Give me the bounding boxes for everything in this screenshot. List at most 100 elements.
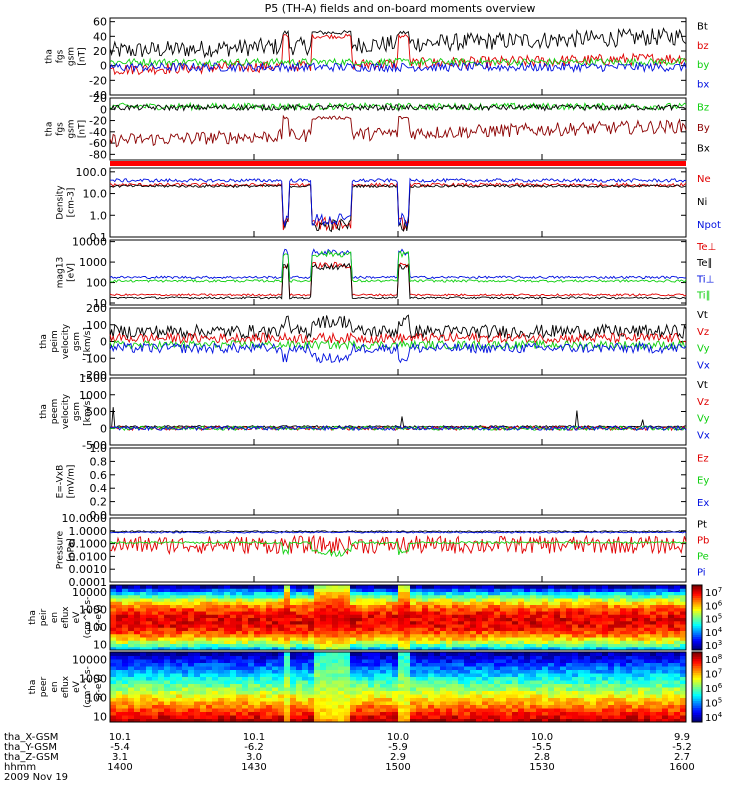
spectrogram-cell xyxy=(500,585,507,589)
spectrogram-cell xyxy=(608,687,615,691)
spectrogram-cell xyxy=(662,633,669,638)
spectrogram-cell xyxy=(422,655,429,660)
spectrogram-cell xyxy=(476,637,483,641)
spectrogram-cell xyxy=(662,591,669,596)
colorbar-segment xyxy=(692,632,702,636)
spectrogram-cell xyxy=(578,633,585,638)
spectrogram-cell xyxy=(320,617,327,622)
spectrogram-cell xyxy=(554,585,561,589)
spectrogram-cell xyxy=(644,652,651,656)
spectrogram-cell xyxy=(212,591,219,596)
spectrogram-cell xyxy=(590,683,597,688)
spectrogram-cell xyxy=(482,617,489,622)
spectrogram-cell xyxy=(266,669,273,674)
spectrogram-cell xyxy=(596,687,603,691)
spectrogram-cell xyxy=(494,690,501,695)
spectrogram-cell xyxy=(218,655,225,660)
spectrogram-cell xyxy=(140,588,147,592)
spectrogram-cell xyxy=(128,620,135,625)
spectrogram-cell xyxy=(224,588,231,592)
spectrogram-cell xyxy=(596,666,603,670)
spectrogram-cell xyxy=(344,683,351,688)
spectrogram-cell xyxy=(314,611,321,615)
spectrogram-cell xyxy=(356,666,363,670)
spectrogram-cell xyxy=(152,617,159,622)
spectrogram-cell xyxy=(314,620,321,625)
spectrogram-cell xyxy=(362,646,369,651)
spectrogram-cell xyxy=(680,588,687,592)
spectrogram-cell xyxy=(608,690,615,695)
spectrogram-cell xyxy=(530,591,537,596)
legend-Vx: Vx xyxy=(697,430,710,441)
spectrogram-cell xyxy=(128,607,135,612)
spectrogram-cell xyxy=(140,630,147,635)
spectrogram-cell xyxy=(266,704,273,709)
y-tick-label: 10.0 xyxy=(83,188,108,201)
spectrogram-cell xyxy=(554,591,561,596)
x-tick-label: -5.9 xyxy=(388,742,408,753)
spectrogram-cell xyxy=(212,680,219,684)
spectrogram-cell xyxy=(458,676,465,681)
spectrogram-cell xyxy=(188,659,195,663)
spectrogram-cell xyxy=(512,637,519,641)
spectrogram-cell xyxy=(548,620,555,625)
y-tick-label: 10 xyxy=(93,639,107,652)
spectrogram-cell xyxy=(278,607,285,612)
spectrogram-cell xyxy=(386,598,393,602)
y-tick-label: 0.0100 xyxy=(69,550,108,563)
spectrogram-cell xyxy=(242,662,249,667)
spectrogram-cell xyxy=(422,701,429,705)
spectrogram-cell xyxy=(308,669,315,674)
spectrogram-cell xyxy=(644,708,651,712)
spectrogram-cell xyxy=(482,633,489,638)
spectrogram-cell xyxy=(194,607,201,612)
spectrogram-cell xyxy=(662,666,669,670)
spectrogram-cell xyxy=(458,708,465,712)
spectrogram-cell xyxy=(506,607,513,612)
spectrogram-cell xyxy=(314,662,321,667)
spectrogram-cell xyxy=(236,614,243,618)
legend-Vz: Vz xyxy=(697,327,709,338)
spectrogram-cell xyxy=(494,694,501,698)
spectrogram-cell xyxy=(476,643,483,648)
y-tick-label: 0.2 xyxy=(90,496,108,509)
spectrogram-cell xyxy=(620,601,627,605)
spectrogram-cell xyxy=(284,694,291,698)
spectrogram-cell xyxy=(410,708,417,712)
spectrogram-cell xyxy=(506,666,513,670)
spectrogram-cell xyxy=(128,588,135,592)
spectrogram-cell xyxy=(218,646,225,651)
spectrogram-cell xyxy=(326,585,333,589)
spectrogram-cell xyxy=(194,669,201,674)
spectrogram-cell xyxy=(182,585,189,589)
spectrogram-cell xyxy=(668,614,675,618)
colorbar-segment xyxy=(692,708,702,711)
spectrogram-cell xyxy=(614,637,621,641)
spectrogram-cell xyxy=(218,643,225,648)
spectrogram-cell xyxy=(224,704,231,709)
spectrogram-cell xyxy=(398,673,405,677)
spectrogram-cell xyxy=(440,708,447,712)
spectrogram-cell xyxy=(554,659,561,663)
spectrogram-cell xyxy=(146,669,153,674)
spectrogram-cell xyxy=(410,604,417,609)
spectrogram-cell xyxy=(590,687,597,691)
spectrogram-cell xyxy=(164,617,171,622)
spectrogram-cell xyxy=(656,669,663,674)
spectrogram-cell xyxy=(152,611,159,615)
spectrogram-cell xyxy=(290,627,297,631)
spectrogram-cell xyxy=(398,683,405,688)
spectrogram-cell xyxy=(386,614,393,618)
spectrogram-cell xyxy=(212,640,219,644)
spectrogram-cell xyxy=(476,601,483,605)
spectrogram-cell xyxy=(584,646,591,651)
spectrogram-cell xyxy=(512,666,519,670)
spectrogram-cell xyxy=(248,697,255,702)
spectrogram-cell xyxy=(458,604,465,609)
spectrogram-cell xyxy=(434,588,441,592)
spectrogram-cell xyxy=(116,624,123,628)
spectrogram-cell xyxy=(224,652,231,656)
spectrogram-cell xyxy=(584,676,591,681)
spectrogram-cell xyxy=(122,683,129,688)
spectrogram-cell xyxy=(140,598,147,602)
